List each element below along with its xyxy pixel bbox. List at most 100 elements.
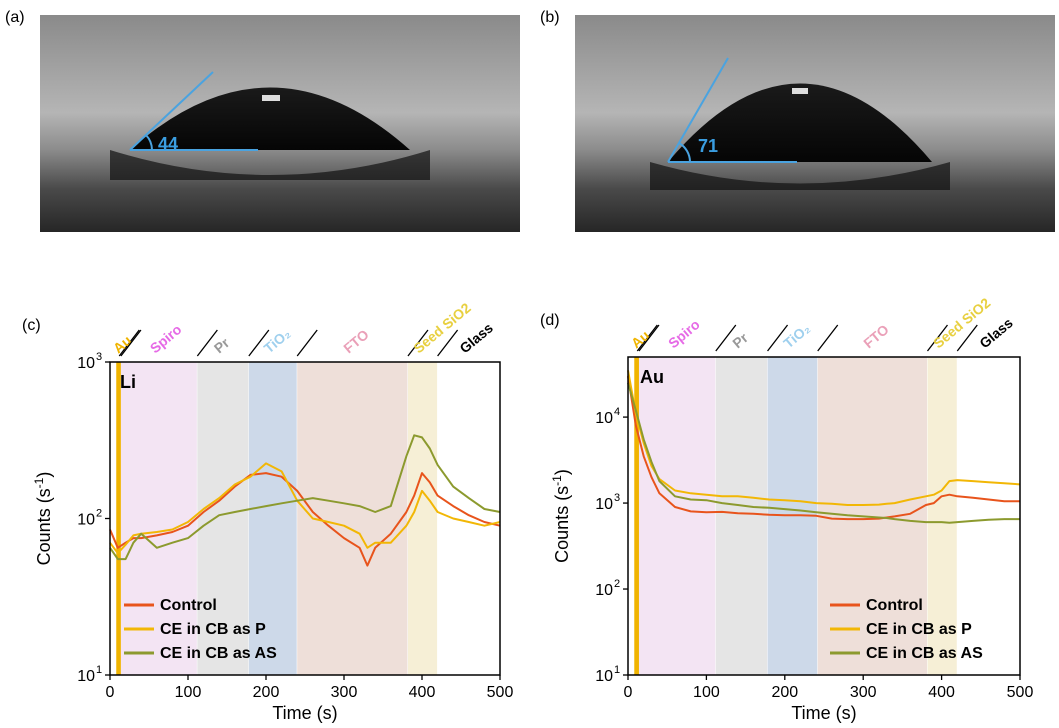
tangent	[129, 71, 214, 151]
layer-label: TiO₂	[780, 320, 813, 351]
panel-label: (a)	[5, 9, 25, 26]
y-tick-label: 10	[595, 410, 613, 427]
layer-slash	[636, 324, 658, 352]
x-axis-label: Time (s)	[791, 703, 856, 723]
x-tick-label: 500	[487, 684, 514, 701]
legend-label: CE in CB as AS	[866, 645, 983, 662]
x-tick-label: 400	[409, 684, 436, 701]
x-tick-label: 0	[624, 684, 633, 701]
layer-slash	[715, 324, 737, 352]
layer-slash	[926, 324, 949, 352]
angle-arc	[145, 134, 153, 151]
layer-label: Glass	[976, 314, 1016, 351]
reflection	[110, 150, 430, 180]
y-tick-label: 10	[77, 668, 95, 685]
layer-band	[407, 362, 438, 675]
x-tick-label: 500	[1007, 684, 1034, 701]
y-tick-exponent: 2	[614, 578, 620, 590]
y-axis-label: Counts (s-1)	[550, 469, 572, 563]
y-axis-label: Counts (s-1)	[32, 472, 54, 566]
layer-label: Spiro	[147, 321, 185, 356]
y-axis-label-end: )	[34, 472, 54, 478]
y-tick-label: 10	[595, 582, 613, 599]
tangent	[667, 57, 729, 163]
layer-band	[957, 357, 1020, 675]
plot-frame	[109, 361, 501, 676]
y-tick-exponent: 1	[96, 664, 102, 676]
x-tick-label: 0	[106, 684, 115, 701]
data-line	[627, 375, 1020, 521]
y-tick-label: 10	[77, 512, 95, 529]
data-line	[109, 462, 501, 555]
layer-band	[634, 357, 639, 675]
panel-label: (d)	[540, 312, 560, 329]
legend-label: Control	[866, 597, 923, 614]
layer-band	[715, 357, 768, 675]
layer-label: FTO	[860, 321, 892, 351]
highlight	[792, 88, 808, 94]
layer-band	[817, 357, 928, 675]
layer-slash	[248, 329, 270, 357]
layer-slash	[437, 329, 459, 357]
layer-slash	[638, 324, 660, 352]
layer-label: Pr	[729, 329, 751, 351]
layer-band	[248, 362, 298, 675]
x-axis-label: Time (s)	[272, 703, 337, 723]
layer-slash	[767, 324, 789, 352]
x-tick-label: 400	[928, 684, 955, 701]
panel-label: (c)	[22, 317, 41, 334]
x-tick-label: 100	[175, 684, 202, 701]
y-axis-label-main: Counts (s	[34, 488, 54, 565]
data-line	[109, 472, 501, 567]
layer-band	[120, 362, 198, 675]
panel-label: (b)	[540, 9, 560, 26]
layer-label: Glass	[456, 319, 496, 356]
layer-label: TiO₂	[261, 325, 294, 356]
x-tick-label: 300	[331, 684, 358, 701]
legend-label: CE in CB as AS	[160, 645, 277, 662]
y-axis-label-main: Counts (s	[552, 486, 572, 563]
layer-slash	[120, 329, 142, 357]
y-tick-exponent: 2	[96, 508, 102, 520]
angle-label: 44	[158, 134, 178, 154]
y-axis-label-sup: -1	[550, 475, 564, 486]
y-tick-label: 10	[77, 355, 95, 372]
data-line	[627, 370, 1021, 506]
y-tick-exponent: 3	[96, 351, 102, 363]
layer-label: Pr	[211, 334, 233, 356]
element-label: Li	[120, 372, 136, 392]
droplet	[130, 87, 410, 150]
angle-arc	[678, 142, 691, 163]
layer-band	[437, 362, 500, 675]
data-line	[109, 434, 501, 561]
x-tick-label: 200	[771, 684, 798, 701]
layer-label: FTO	[340, 326, 372, 356]
y-axis-label-sup: -1	[32, 477, 46, 488]
layer-slash	[296, 329, 318, 357]
y-tick-exponent: 3	[614, 492, 620, 504]
y-tick-exponent: 1	[614, 664, 620, 676]
layer-slash	[956, 324, 978, 352]
legend-label: CE in CB as P	[160, 621, 266, 638]
element-label: Au	[640, 367, 664, 387]
y-tick-label: 10	[595, 668, 613, 685]
layer-band	[116, 362, 121, 675]
y-tick-label: 10	[595, 496, 613, 513]
y-tick-exponent: 4	[614, 406, 620, 418]
layer-band	[927, 357, 958, 675]
layer-slash	[817, 324, 839, 352]
reflection	[650, 162, 950, 190]
x-tick-label: 100	[693, 684, 720, 701]
layer-band	[197, 362, 249, 675]
layer-slash	[407, 329, 429, 357]
x-tick-label: 200	[253, 684, 280, 701]
data-line	[627, 382, 1020, 524]
layer-slash	[196, 329, 218, 357]
legend-label: CE in CB as P	[866, 621, 972, 638]
photo-b: 71 (b)	[540, 9, 1055, 232]
angle-label: 71	[698, 136, 718, 156]
layer-label: Spiro	[665, 316, 703, 351]
plot-frame	[627, 356, 1021, 676]
